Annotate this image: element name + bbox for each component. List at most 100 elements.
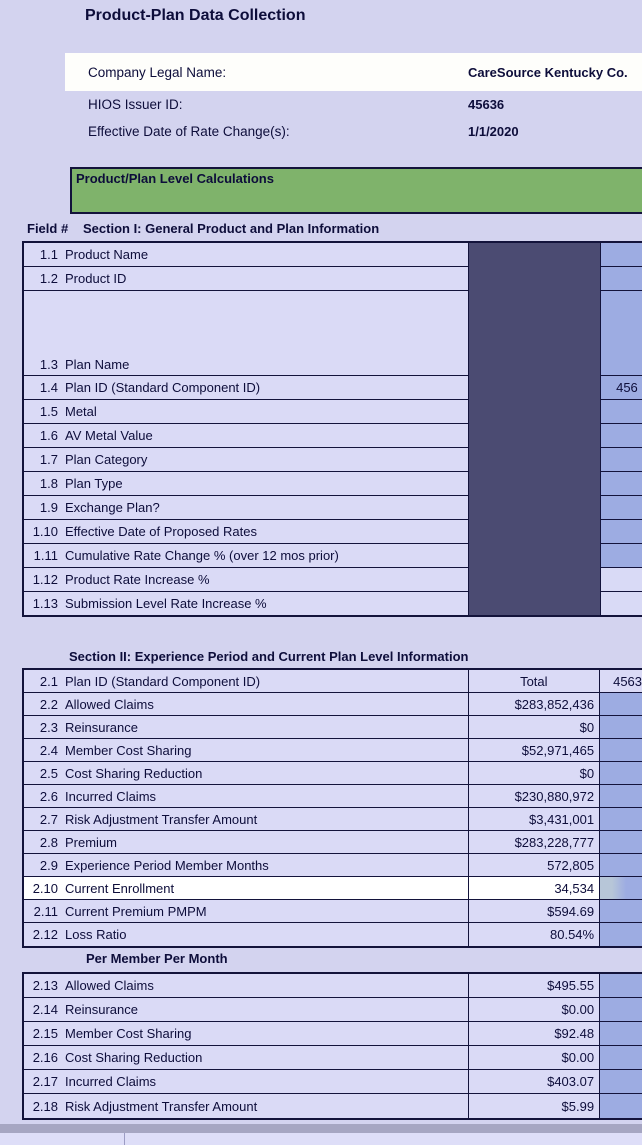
plan-value-cell[interactable] [600,291,642,376]
plan-value-cell[interactable] [600,900,642,923]
masked-value-cell[interactable] [468,568,601,592]
plan-value-cell[interactable] [600,739,642,762]
plan-id-header-cell[interactable]: 4563 [600,670,642,693]
row-label-cell[interactable]: 1.6 AV Metal Value [24,424,469,448]
plan-value-cell[interactable] [600,424,642,448]
row-label-cell[interactable]: 1.11 Cumulative Rate Change % (over 12 mo… [24,544,469,568]
total-value-cell[interactable]: $0.00 [468,1046,601,1070]
total-value-cell[interactable]: $495.55 [468,974,601,998]
plan-value-cell[interactable] [600,923,642,946]
total-value-cell[interactable]: $92.48 [468,1022,601,1046]
plan-value-cell[interactable] [600,716,642,739]
row-label-cell[interactable]: 2.3 Reinsurance [24,716,469,739]
plan-value-cell[interactable] [600,592,642,615]
row-label-cell[interactable]: 1.13 Submission Level Rate Increase % [24,592,469,615]
plan-value-cell[interactable] [600,496,642,520]
masked-value-cell[interactable] [468,376,601,400]
row-label-cell[interactable]: 2.16 Cost Sharing Reduction [24,1046,469,1070]
row-label-cell[interactable]: 2.7 Risk Adjustment Transfer Amount [24,808,469,831]
plan-value-cell[interactable] [600,808,642,831]
row-label-cell[interactable]: 2.10 Current Enrollment [24,877,469,900]
row-label-cell[interactable]: 2.9 Experience Period Member Months [24,854,469,877]
masked-value-cell[interactable] [468,544,601,568]
row-label-cell[interactable]: 2.2 Allowed Claims [24,693,469,716]
row-label-cell[interactable]: 2.4 Member Cost Sharing [24,739,469,762]
masked-value-cell[interactable] [468,496,601,520]
masked-value-cell[interactable] [468,424,601,448]
total-value-cell[interactable]: $0 [468,762,601,785]
plan-value-cell[interactable] [600,243,642,267]
row-label-cell[interactable]: 2.11 Current Premium PMPM [24,900,469,923]
plan-value-cell[interactable] [600,762,642,785]
row-label-cell[interactable]: 1.3 Plan Name [24,291,469,376]
plan-value-cell[interactable] [600,974,642,998]
masked-value-cell[interactable] [468,520,601,544]
table-row: 1.8 Plan Type [24,472,642,496]
plan-value-cell[interactable] [600,1070,642,1094]
row-label-cell[interactable]: 2.8 Premium [24,831,469,854]
total-value-cell[interactable]: $594.69 [468,900,601,923]
hios-issuer-id-value[interactable]: 45636 [468,97,505,112]
row-label-cell[interactable]: 2.12 Loss Ratio [24,923,469,946]
plan-value-cell[interactable] [600,400,642,424]
total-value-cell[interactable]: $0.00 [468,998,601,1022]
row-label-cell[interactable]: 1.4 Plan ID (Standard Component ID) [24,376,469,400]
plan-value-cell[interactable] [600,520,642,544]
plan-value-cell[interactable] [600,448,642,472]
total-value-cell[interactable]: 34,534 [468,877,601,900]
plan-value-cell[interactable] [600,1022,642,1046]
total-value-cell[interactable]: $5.99 [468,1094,601,1118]
total-column-header[interactable]: Total [468,670,601,693]
plan-value-cell[interactable] [600,568,642,592]
plan-value-cell[interactable] [600,998,642,1022]
masked-value-cell[interactable] [468,267,601,291]
masked-value-cell[interactable] [468,448,601,472]
total-value-cell[interactable]: $52,971,465 [468,739,601,762]
row-label-cell[interactable]: 1.9 Exchange Plan? [24,496,469,520]
row-label-cell[interactable]: 2.14 Reinsurance [24,998,469,1022]
field-number: 1.13 [32,596,58,611]
row-label-cell[interactable]: 2.15 Member Cost Sharing [24,1022,469,1046]
row-label-cell[interactable]: 2.18 Risk Adjustment Transfer Amount [24,1094,469,1118]
total-value-cell[interactable]: $283,228,777 [468,831,601,854]
plan-value-cell[interactable]: 456 [600,376,642,400]
row-label-cell[interactable]: 2.13 Allowed Claims [24,974,469,998]
masked-value-cell[interactable] [468,400,601,424]
company-legal-name-value[interactable]: CareSource Kentucky Co. [468,65,628,80]
plan-value-cell[interactable] [600,472,642,496]
row-label-cell[interactable]: 2.6 Incurred Claims [24,785,469,808]
row-label-cell[interactable]: 2.5 Cost Sharing Reduction [24,762,469,785]
horizontal-split-bar[interactable] [0,1124,642,1133]
total-value-cell[interactable]: $0 [468,716,601,739]
plan-value-cell[interactable] [600,693,642,716]
plan-value-cell[interactable] [600,1094,642,1118]
row-label-cell[interactable]: 1.10 Effective Date of Proposed Rates [24,520,469,544]
plan-value-cell[interactable] [600,785,642,808]
total-value-cell[interactable]: 80.54% [468,923,601,946]
plan-value-cell[interactable] [600,854,642,877]
total-value-cell[interactable]: $403.07 [468,1070,601,1094]
total-value-cell[interactable]: $283,852,436 [468,693,601,716]
total-value-cell[interactable]: 572,805 [468,854,601,877]
row-label-cell[interactable]: 1.5 Metal [24,400,469,424]
masked-value-cell[interactable] [468,291,601,376]
plan-value-cell[interactable] [600,831,642,854]
row-label-cell[interactable]: 2.1 Plan ID (Standard Component ID) [24,670,469,693]
effective-date-value[interactable]: 1/1/2020 [468,124,519,139]
field-label: Experience Period Member Months [65,857,269,873]
masked-value-cell[interactable] [468,592,601,615]
plan-value-cell[interactable] [600,877,642,900]
total-value-cell[interactable]: $230,880,972 [468,785,601,808]
row-label-cell[interactable]: 1.1 Product Name [24,243,469,267]
plan-value-cell[interactable] [600,1046,642,1070]
row-label-cell[interactable]: 1.2 Product ID [24,267,469,291]
row-label-cell[interactable]: 2.17 Incurred Claims [24,1070,469,1094]
plan-value-cell[interactable] [600,267,642,291]
plan-value-cell[interactable] [600,544,642,568]
row-label-cell[interactable]: 1.7 Plan Category [24,448,469,472]
masked-value-cell[interactable] [468,243,601,267]
masked-value-cell[interactable] [468,472,601,496]
row-label-cell[interactable]: 1.8 Plan Type [24,472,469,496]
total-value-cell[interactable]: $3,431,001 [468,808,601,831]
row-label-cell[interactable]: 1.12 Product Rate Increase % [24,568,469,592]
